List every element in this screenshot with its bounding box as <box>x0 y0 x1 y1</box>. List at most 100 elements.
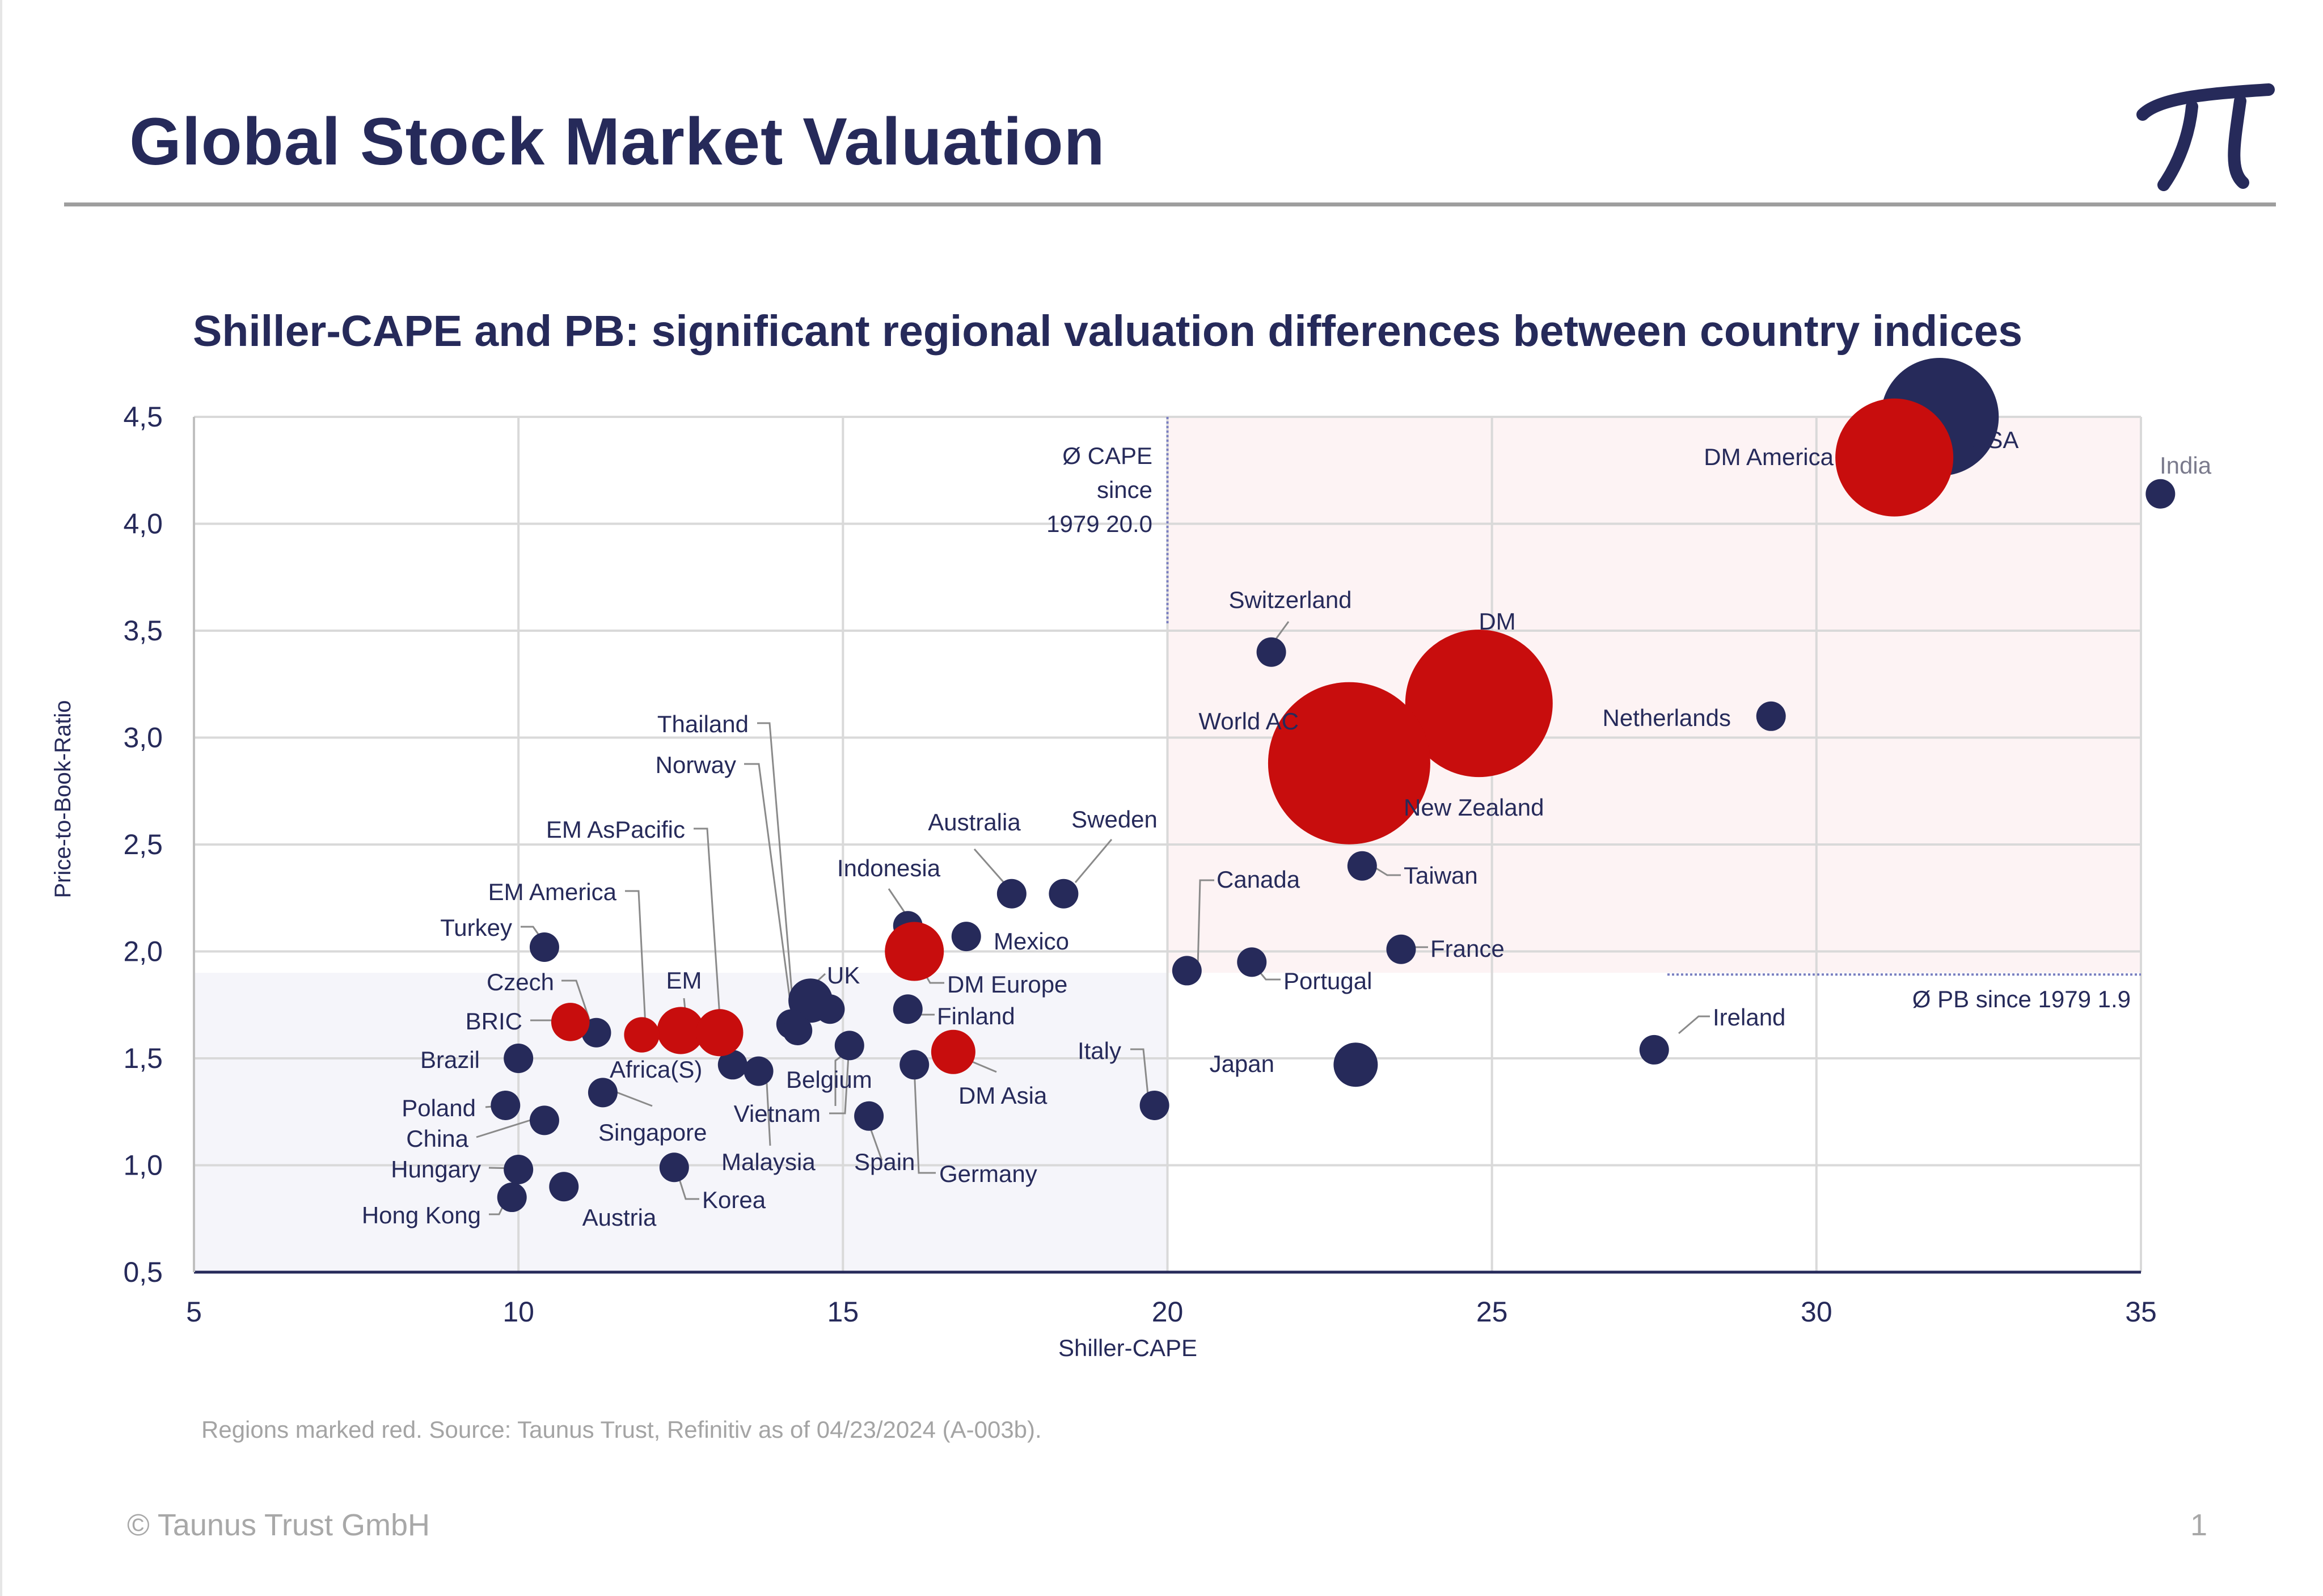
label-dm: DM <box>1479 608 1515 635</box>
point-dm-europe <box>885 922 944 981</box>
point-sweden <box>1049 879 1079 909</box>
copyright: © Taunus Trust GmbH <box>127 1508 430 1542</box>
leader-germany <box>913 1067 936 1174</box>
point-japan <box>1333 1042 1378 1087</box>
leader-em-aspacific <box>694 827 721 1025</box>
y-tick-label: 1,0 <box>123 1150 163 1181</box>
label-indonesia: Indonesia <box>837 855 941 881</box>
y-tick-label: 1,5 <box>123 1042 163 1074</box>
label-japan: Japan <box>1210 1050 1274 1077</box>
pb-average-label: Ø PB since 1979 1.9 <box>1912 986 2131 1012</box>
leader-em-america <box>625 890 647 1026</box>
y-tick-label: 2,5 <box>123 829 163 860</box>
point-france <box>1386 934 1416 964</box>
point-korea <box>659 1152 689 1183</box>
page-number: 1 <box>2190 1508 2208 1542</box>
leader-canada <box>1197 879 1214 968</box>
axes: 5 10 15 20 25 30 35 0,5 1,0 1,5 2,0 2,5 3,0 3,5 4,0 4,5… <box>50 401 2157 1361</box>
y-axis-label: Price-to-Book-Ratio <box>50 700 75 898</box>
leader-singapore <box>615 1091 653 1107</box>
label-canada: Canada <box>1217 866 1300 893</box>
label-bric: BRIC <box>466 1008 522 1035</box>
y-tick-label: 2,0 <box>123 936 163 968</box>
label-spain: Spain <box>854 1149 915 1175</box>
leader-thailand <box>757 722 794 1006</box>
label-world-ac: World AC <box>1198 708 1299 734</box>
x-tick-label: 10 <box>502 1296 534 1328</box>
page-edge <box>0 0 2 1596</box>
label-belgium: Belgium <box>786 1066 872 1093</box>
label-hungary: Hungary <box>391 1156 481 1183</box>
label-sweden: Sweden <box>1071 806 1158 833</box>
label-brazil: Brazil <box>420 1046 480 1073</box>
label-france: France <box>1430 935 1505 962</box>
x-tick-label: 35 <box>2125 1296 2157 1328</box>
pi-logo-icon <box>2136 83 2275 191</box>
label-portugal: Portugal <box>1283 968 1372 994</box>
y-tick-label: 3,5 <box>123 615 163 647</box>
point-mexico <box>951 922 981 952</box>
point-switzerland <box>1256 637 1286 667</box>
label-ireland: Ireland <box>1713 1004 1785 1031</box>
label-dm-asia: DM Asia <box>958 1082 1048 1109</box>
point-dm-asia <box>931 1029 975 1074</box>
point-poland <box>491 1090 521 1120</box>
leader-korea <box>677 1173 699 1200</box>
y-tick-label: 4,5 <box>123 401 163 433</box>
point-india <box>2145 479 2176 509</box>
label-china: China <box>406 1125 468 1152</box>
point-china <box>529 1105 559 1135</box>
leader-czech <box>561 979 591 1021</box>
point-bric <box>551 1003 590 1041</box>
point-germany <box>899 1050 930 1080</box>
point-turkey <box>529 932 559 962</box>
label-australia: Australia <box>928 809 1021 835</box>
label-italy: Italy <box>1078 1037 1121 1064</box>
cape-average-label: since <box>1097 476 1152 503</box>
point-em-america <box>624 1017 660 1053</box>
leader-spain <box>869 1128 883 1161</box>
label-hong-kong: Hong Kong <box>362 1202 481 1228</box>
label-india: India <box>2160 452 2212 479</box>
y-tick-label: 4,0 <box>123 508 163 540</box>
label-new-zealand: New Zealand <box>1404 794 1544 821</box>
point-hong-kong <box>497 1183 527 1213</box>
point-hungary <box>504 1155 534 1185</box>
chart-title: Shiller-CAPE and PB: significant regiona… <box>193 307 2023 356</box>
point-malaysia <box>717 1050 747 1080</box>
label-korea: Korea <box>702 1187 766 1213</box>
point-portugal <box>1237 947 1267 977</box>
y-tick-label: 3,0 <box>123 722 163 754</box>
point-em-aspacific <box>696 1009 744 1057</box>
label-uk: UK <box>827 962 860 989</box>
label-dm-america: DM America <box>1704 444 1834 470</box>
x-tick-label: 15 <box>827 1296 859 1328</box>
label-austria: Austria <box>582 1204 657 1231</box>
label-em-america: EM America <box>488 879 617 905</box>
x-axis-label: Shiller-CAPE <box>1058 1335 1197 1361</box>
label-malaysia: Malaysia <box>721 1149 816 1175</box>
leader-sweden <box>1074 839 1113 883</box>
y-tick-label: 0,5 <box>123 1256 163 1288</box>
leader-ireland <box>1678 1015 1710 1035</box>
label-netherlands: Netherlands <box>1603 704 1731 731</box>
leader-taiwan <box>1375 867 1401 876</box>
point-finland <box>893 994 923 1024</box>
point-vietnam <box>744 1056 774 1086</box>
point-canada <box>1172 956 1202 986</box>
point-spain <box>854 1101 884 1131</box>
point-em <box>657 1007 704 1054</box>
point-australia <box>996 879 1027 909</box>
label-em: EM <box>666 967 702 994</box>
leader-italy <box>1130 1048 1149 1095</box>
point-labels: India USA Netherlands Switzerland New Zealan… <box>362 427 2212 1231</box>
label-poland: Poland <box>402 1095 476 1121</box>
data-points <box>491 358 2176 1213</box>
point-austria <box>549 1172 579 1202</box>
label-thailand: Thailand <box>657 711 749 737</box>
label-singapore: Singapore <box>598 1119 707 1146</box>
label-switzerland: Switzerland <box>1228 586 1351 613</box>
label-norway: Norway <box>656 751 736 778</box>
x-tick-label: 30 <box>1801 1296 1832 1328</box>
